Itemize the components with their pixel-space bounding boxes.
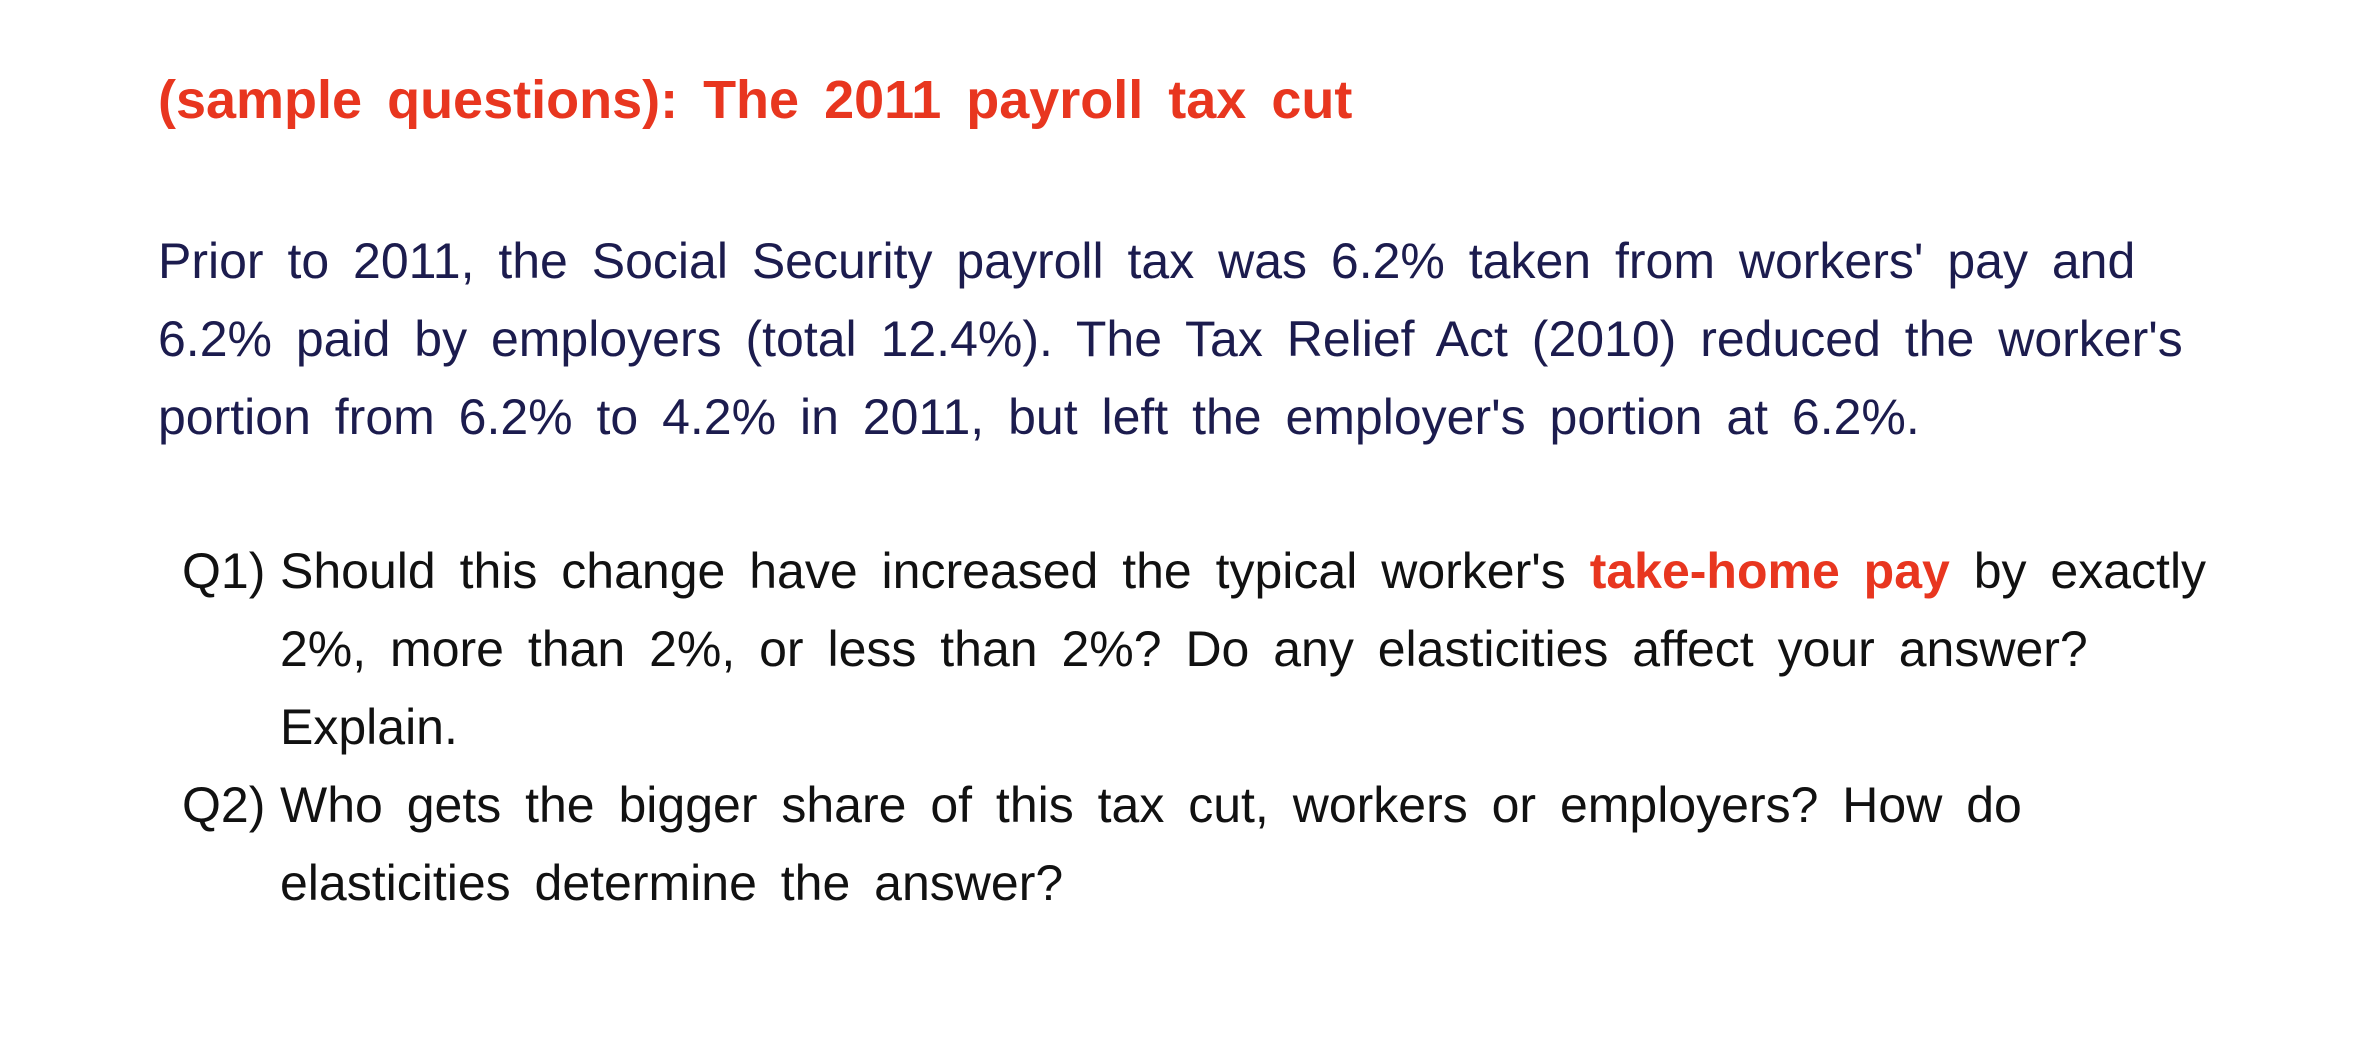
question-line: Explain. <box>280 699 458 755</box>
question-text: Should this change have increased the ty… <box>280 543 1566 599</box>
question-line: Should this change have increased the ty… <box>280 532 2206 610</box>
take-home-pay-highlight: take-home pay <box>1589 543 1950 599</box>
question-q1: Q1) Should this change have increased th… <box>182 532 2206 766</box>
slide-title: (sample questions): The 2011 payroll tax… <box>158 70 1353 130</box>
question-line: elasticities determine the answer? <box>280 855 1064 911</box>
question-line: 2%, more than 2%, or less than 2%? Do an… <box>280 621 2088 677</box>
question-line: Who gets the bigger share of this tax cu… <box>280 777 2022 833</box>
question-number: Q1) <box>182 543 266 599</box>
intro-line: 6.2% paid by employers (total 12.4%). Th… <box>158 311 2183 367</box>
question-text: by exactly <box>1973 543 2207 599</box>
intro-line: Prior to 2011, the Social Security payro… <box>158 233 2136 289</box>
question-list: Q1) Should this change have increased th… <box>182 532 2206 922</box>
question-number: Q2) <box>182 777 266 833</box>
intro-line: portion from 6.2% to 4.2% in 2011, but l… <box>158 389 1920 445</box>
intro-paragraph: Prior to 2011, the Social Security payro… <box>158 222 2183 456</box>
question-q2: Q2) Who gets the bigger share of this ta… <box>182 766 2182 922</box>
